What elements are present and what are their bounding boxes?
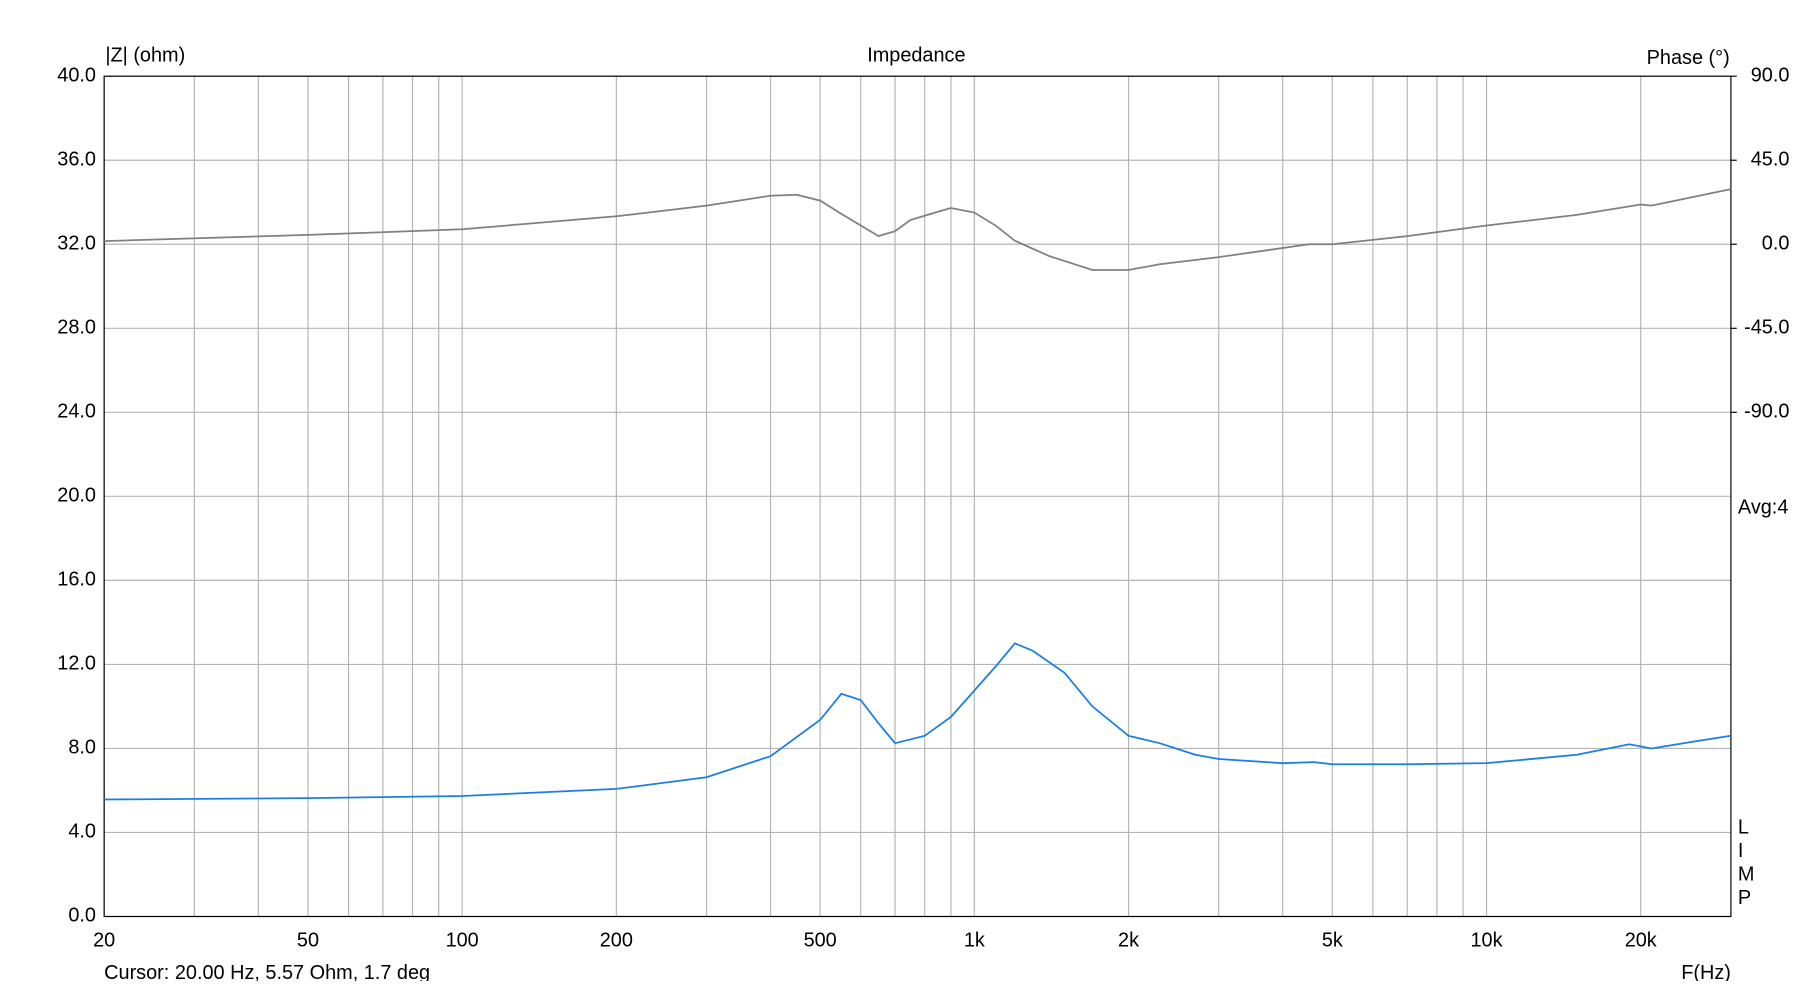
- phase-line: [104, 188, 1732, 271]
- x-tick-label: 5k: [1322, 929, 1343, 951]
- y2-tick-label: 45.0: [1751, 148, 1790, 170]
- y-tick-label: 8.0: [68, 737, 96, 759]
- x-tick-label: 20: [93, 929, 115, 951]
- x-axis-label: F(Hz): [1681, 962, 1731, 981]
- y-tick-label: 28.0: [57, 317, 96, 339]
- x-tick-label: 50: [297, 929, 319, 951]
- x-tick-label: 2k: [1118, 929, 1139, 951]
- y2-tick-label: 90.0: [1751, 64, 1790, 86]
- y-tick-label: 24.0: [57, 401, 96, 423]
- y2-tick-label: 0.0: [1762, 233, 1790, 255]
- x-tick-label: 10k: [1471, 929, 1503, 951]
- y-tick-label: 20.0: [57, 485, 96, 507]
- y-tick-label: 40.0: [57, 64, 96, 86]
- y-tick-label: 0.0: [68, 905, 96, 927]
- y-tick-label: 32.0: [57, 233, 96, 255]
- x-tick-label: 1k: [964, 929, 985, 951]
- x-tick-label: 500: [804, 929, 837, 951]
- x-tick-label: 200: [600, 929, 633, 951]
- y2-axis-label: Phase (°): [1647, 47, 1730, 69]
- y-tick-label: 4.0: [68, 821, 96, 843]
- y2-tick-label: -90.0: [1744, 401, 1789, 423]
- plot-frame: [103, 75, 1732, 918]
- cursor-readout: Cursor: 20.00 Hz, 5.57 Ohm, 1.7 deg: [104, 962, 430, 981]
- x-tick-label: 100: [446, 929, 479, 951]
- y2-tick-label: -45.0: [1744, 317, 1789, 339]
- x-tick-label: 20k: [1625, 929, 1657, 951]
- y-tick-label: 36.0: [57, 148, 96, 170]
- avg-annotation: Avg:4: [1738, 496, 1788, 518]
- chart-title: Impedance: [867, 45, 965, 67]
- impedance-line: [104, 642, 1732, 801]
- y-tick-label: 12.0: [57, 653, 96, 675]
- y-tick-label: 16.0: [57, 569, 96, 591]
- y-axis-label: |Z| (ohm): [105, 45, 185, 67]
